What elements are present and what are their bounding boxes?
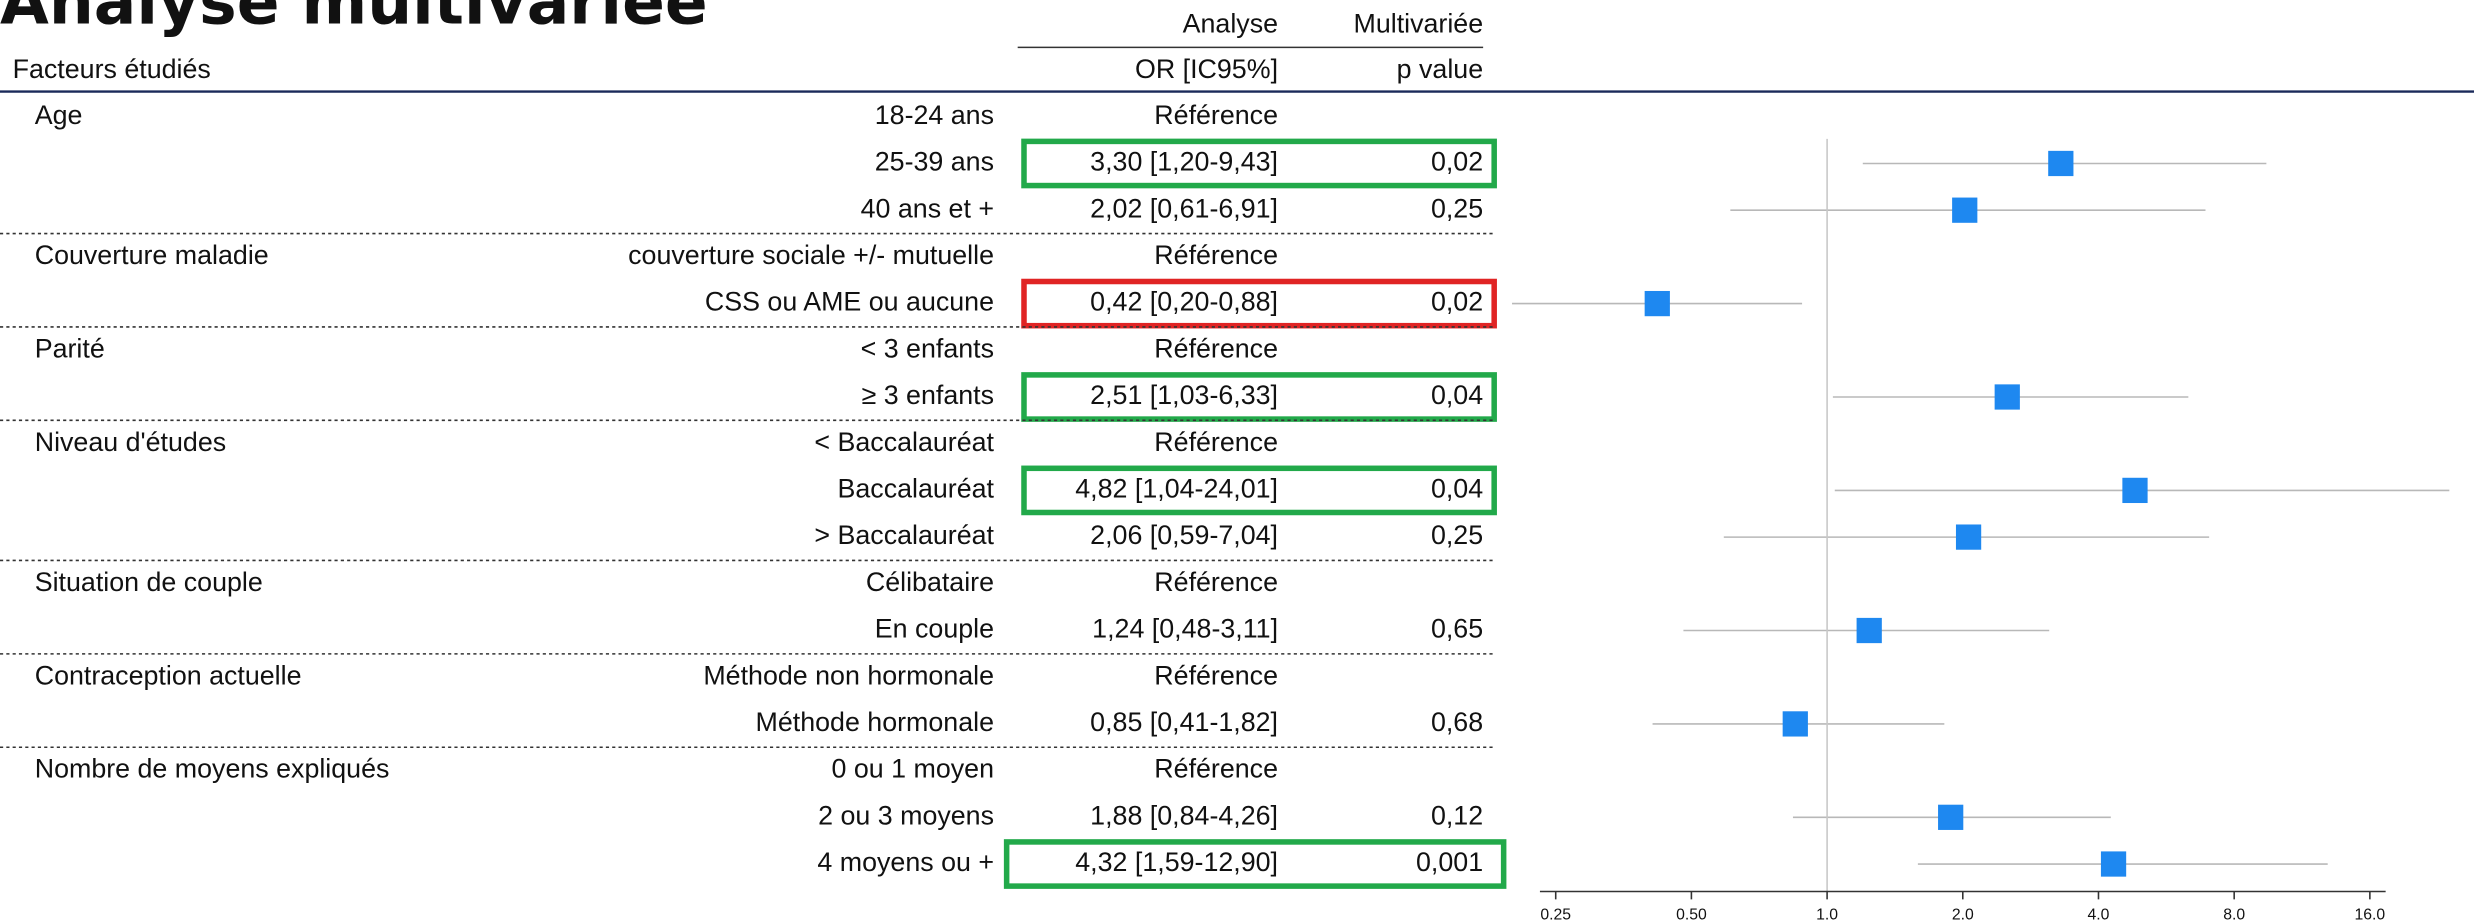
or-text: 2,51 [1,03-6,33] bbox=[1090, 380, 1278, 410]
highlight-box bbox=[1021, 372, 1497, 422]
p-value: 0,04 bbox=[1431, 380, 1483, 410]
or-text: 0,85 [0,41-1,82] bbox=[1090, 707, 1278, 737]
level-label: ≥ 3 enfants bbox=[862, 380, 994, 410]
level-label: < Baccalauréat bbox=[814, 427, 994, 457]
level-label: 0 ou 1 moyen bbox=[832, 754, 994, 784]
or-text: 4,32 [1,59-12,90] bbox=[1075, 847, 1278, 877]
factor-label: Contraception actuelle bbox=[35, 660, 302, 690]
column-header: OR [IC95%] bbox=[1135, 54, 1278, 84]
x-tick-label: 8.0 bbox=[2223, 906, 2245, 923]
highlight-box bbox=[1021, 465, 1497, 516]
level-label: 2 ou 3 moyens bbox=[818, 800, 994, 830]
or-marker bbox=[2100, 851, 2127, 877]
p-value: 0,65 bbox=[1431, 614, 1483, 644]
level-label: 4 moyens ou + bbox=[817, 847, 994, 877]
level-label: Célibataire bbox=[866, 567, 994, 597]
level-label: 25-39 ans bbox=[875, 147, 994, 177]
level-label: En couple bbox=[875, 614, 994, 644]
or-text: 1,88 [0,84-4,26] bbox=[1090, 800, 1278, 830]
level-label: 18-24 ans bbox=[875, 100, 994, 130]
or-text: Référence bbox=[1154, 240, 1278, 270]
or-marker bbox=[1955, 524, 1982, 550]
level-label: < 3 enfants bbox=[861, 333, 994, 363]
or-text: 3,30 [1,20-9,43] bbox=[1090, 147, 1278, 177]
or-marker bbox=[1644, 290, 1670, 317]
or-marker bbox=[1856, 617, 1882, 644]
p-value: 0,001 bbox=[1416, 847, 1483, 877]
level-label: Méthode hormonale bbox=[756, 707, 995, 737]
factor-label: Age bbox=[35, 100, 83, 130]
factor-label: Situation de couple bbox=[35, 567, 263, 597]
p-value: 0,02 bbox=[1431, 147, 1483, 177]
level-label: Baccalauréat bbox=[838, 473, 995, 503]
or-text: Référence bbox=[1154, 567, 1278, 597]
factor-label: Couverture maladie bbox=[35, 240, 269, 270]
factor-label: Nombre de moyens expliqués bbox=[35, 754, 390, 784]
or-marker bbox=[1938, 804, 1964, 830]
or-marker bbox=[1952, 197, 1978, 223]
or-marker bbox=[1782, 711, 1808, 737]
or-text: 4,82 [1,04-24,01] bbox=[1075, 473, 1278, 503]
p-value: 0,02 bbox=[1431, 287, 1483, 317]
x-tick-label: 1.0 bbox=[1816, 906, 1838, 923]
x-tick-label: 16.0 bbox=[2355, 906, 2386, 923]
x-tick-label: 0.50 bbox=[1676, 906, 1707, 923]
or-marker bbox=[2048, 150, 2074, 177]
factor-label: Niveau d'études bbox=[35, 427, 226, 457]
p-value: 0,25 bbox=[1431, 193, 1483, 223]
chart-title: Analyse multivariée bbox=[0, 0, 708, 38]
or-text: 2,06 [0,59-7,04] bbox=[1090, 520, 1278, 550]
column-header: Facteurs étudiés bbox=[13, 54, 211, 84]
or-text: 2,02 [0,61-6,91] bbox=[1090, 193, 1278, 223]
or-text: Référence bbox=[1154, 100, 1278, 130]
x-tick-label: 2.0 bbox=[1952, 906, 1974, 923]
level-label: CSS ou AME ou aucune bbox=[705, 287, 994, 317]
header-label: Analyse bbox=[1183, 8, 1278, 38]
level-label: 40 ans et + bbox=[861, 193, 994, 223]
or-text: Référence bbox=[1154, 754, 1278, 784]
or-text: Référence bbox=[1154, 333, 1278, 363]
level-label: > Baccalauréat bbox=[814, 520, 994, 550]
or-text: Référence bbox=[1154, 660, 1278, 690]
header-label: Multivariée bbox=[1353, 8, 1483, 38]
p-value: 0,25 bbox=[1431, 520, 1483, 550]
p-value: 0,12 bbox=[1431, 800, 1483, 830]
p-value: 0,68 bbox=[1431, 707, 1483, 737]
level-label: couverture sociale +/- mutuelle bbox=[628, 240, 994, 270]
column-header: p value bbox=[1397, 54, 1483, 84]
or-marker bbox=[1994, 384, 2020, 410]
or-text: 0,42 [0,20-0,88] bbox=[1090, 287, 1278, 317]
x-tick-label: 4.0 bbox=[2088, 906, 2110, 923]
level-label: Méthode non hormonale bbox=[703, 660, 994, 690]
highlight-box bbox=[1003, 839, 1507, 889]
factor-label: Parité bbox=[35, 333, 105, 363]
or-marker bbox=[2122, 477, 2148, 504]
or-text: 1,24 [0,48-3,11] bbox=[1092, 614, 1278, 644]
x-tick-label: 0.25 bbox=[1540, 906, 1571, 923]
highlight-box bbox=[1021, 278, 1497, 329]
or-text: Référence bbox=[1154, 427, 1278, 457]
p-value: 0,04 bbox=[1431, 473, 1483, 503]
highlight-box bbox=[1021, 138, 1497, 189]
